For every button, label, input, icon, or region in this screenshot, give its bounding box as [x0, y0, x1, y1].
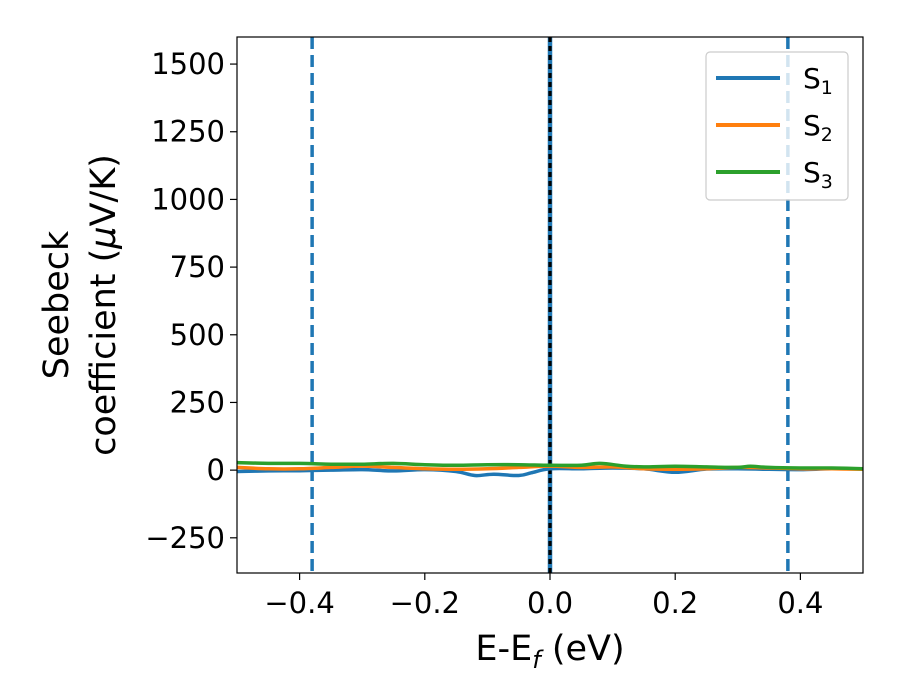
- legend-label-s2: S2: [803, 109, 833, 146]
- series-lines: [237, 460, 863, 478]
- x-tick-label: 0.0: [527, 586, 573, 620]
- x-tick-label: 0.2: [652, 586, 698, 620]
- y-axis-label-line2: coefficient (μV/K): [84, 154, 124, 456]
- vertical-reference-lines: [310, 37, 790, 573]
- legend-label-s3: S3: [803, 156, 833, 193]
- legend: S1 S2 S3: [705, 51, 849, 201]
- x-tick-label: −0.4: [264, 586, 334, 620]
- y-tick-label: 1500: [151, 47, 225, 81]
- legend-label-s1: S1: [803, 62, 833, 99]
- y-axis-label: Seebeck coefficient (μV/K): [37, 154, 124, 456]
- y-tick-label: 250: [170, 385, 225, 419]
- y-tick-label: 1250: [151, 115, 225, 149]
- axis-ticks: −0.4 −0.2 0.0 0.2 0.4 −250 0 250 500 750 1000 1250 1…: [145, 47, 823, 620]
- y-tick-label: 1000: [151, 182, 225, 216]
- x-axis-label: E-Ef (eV): [475, 629, 624, 674]
- y-axis-label-line1: Seebeck: [37, 230, 77, 379]
- y-tick-label: 500: [170, 318, 225, 352]
- y-tick-label: −250: [145, 521, 225, 555]
- x-tick-label: −0.2: [390, 586, 460, 620]
- y-tick-label: 750: [170, 250, 225, 284]
- x-tick-label: 0.4: [777, 586, 823, 620]
- y-tick-label: 0: [207, 453, 225, 487]
- series-line-s3: [237, 460, 863, 471]
